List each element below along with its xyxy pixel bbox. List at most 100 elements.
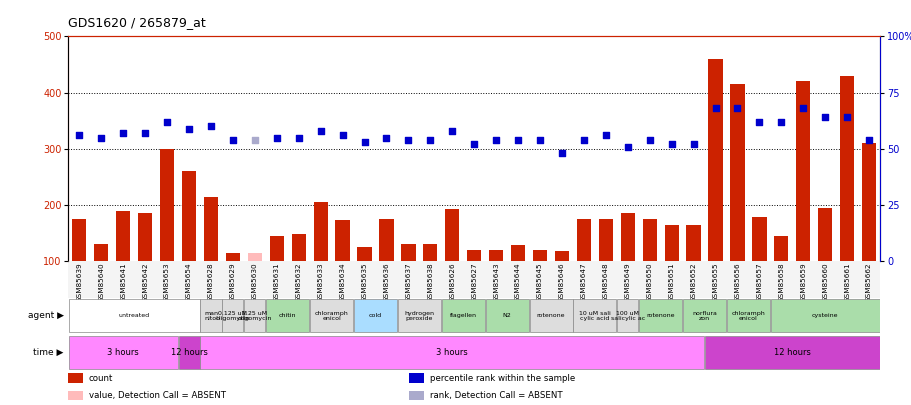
Point — [270, 134, 284, 141]
Point — [839, 114, 854, 121]
Bar — [244, 300, 265, 332]
Bar — [554, 251, 568, 318]
Bar — [532, 250, 547, 318]
Text: GSM85649: GSM85649 — [624, 262, 630, 302]
Bar — [704, 261, 726, 298]
Bar — [375, 261, 397, 298]
Point — [641, 136, 656, 143]
Text: 0.125 uM
oligomycin: 0.125 uM oligomycin — [216, 311, 250, 321]
Bar — [200, 261, 221, 298]
Point — [817, 114, 832, 121]
Bar — [68, 336, 178, 369]
Text: GSM85641: GSM85641 — [120, 262, 126, 302]
Bar — [795, 81, 810, 318]
Text: GSM85657: GSM85657 — [755, 262, 762, 302]
Bar — [770, 300, 879, 332]
Point — [554, 150, 568, 157]
Text: N2: N2 — [502, 313, 511, 318]
Bar — [861, 143, 875, 318]
Text: hydrogen
peroxide: hydrogen peroxide — [404, 311, 434, 321]
Text: GSM85651: GSM85651 — [668, 262, 674, 302]
Point — [598, 132, 612, 139]
Bar — [550, 261, 572, 298]
Point — [752, 119, 766, 125]
Point — [292, 134, 306, 141]
Text: GSM85638: GSM85638 — [427, 262, 433, 302]
Point — [510, 136, 525, 143]
Bar — [857, 261, 879, 298]
Point — [686, 141, 701, 147]
Bar — [441, 300, 485, 332]
Text: cold: cold — [369, 313, 382, 318]
Text: GSM85633: GSM85633 — [317, 262, 323, 302]
Text: GSM85658: GSM85658 — [777, 262, 783, 302]
Point — [619, 143, 634, 150]
Point — [116, 130, 130, 136]
Bar — [266, 300, 309, 332]
Text: GSM85629: GSM85629 — [230, 262, 236, 302]
Bar — [726, 300, 769, 332]
Bar — [248, 253, 261, 318]
Text: GSM85650: GSM85650 — [646, 262, 652, 302]
Text: flagellen: flagellen — [449, 313, 476, 318]
Text: chloramph
enicol: chloramph enicol — [731, 311, 764, 321]
Text: GSM85647: GSM85647 — [580, 262, 587, 302]
Bar — [270, 236, 283, 318]
Point — [94, 134, 108, 141]
Bar — [116, 211, 130, 318]
Text: GSM85660: GSM85660 — [822, 262, 827, 302]
Bar — [353, 300, 396, 332]
Bar — [445, 209, 459, 318]
Bar — [379, 219, 394, 318]
Bar — [204, 196, 218, 318]
Text: GSM85631: GSM85631 — [273, 262, 280, 302]
Bar — [353, 261, 375, 298]
Bar — [486, 300, 528, 332]
Bar — [134, 261, 156, 298]
Text: GSM85640: GSM85640 — [98, 262, 104, 302]
Text: GSM85655: GSM85655 — [711, 262, 718, 302]
Bar — [68, 390, 83, 400]
Text: value, Detection Call = ABSENT: value, Detection Call = ABSENT — [88, 391, 225, 400]
Text: GSM85659: GSM85659 — [800, 262, 805, 302]
Text: GSM85635: GSM85635 — [361, 262, 367, 302]
Point — [138, 130, 152, 136]
Text: 1.25 uM
oligomycin: 1.25 uM oligomycin — [238, 311, 271, 321]
Bar — [726, 261, 748, 298]
Bar — [409, 390, 424, 400]
Bar — [510, 245, 525, 318]
Bar — [573, 300, 616, 332]
Text: rotenone: rotenone — [646, 313, 674, 318]
Text: rotenone: rotenone — [537, 313, 565, 318]
Point — [466, 141, 481, 147]
Bar — [752, 217, 766, 318]
Bar — [94, 244, 108, 318]
Bar — [335, 220, 349, 318]
Text: GSM85661: GSM85661 — [844, 262, 849, 302]
Bar — [200, 300, 221, 332]
Bar — [221, 261, 243, 298]
Text: GSM85648: GSM85648 — [602, 262, 609, 302]
Bar — [181, 171, 196, 318]
Bar — [572, 261, 594, 298]
Bar — [332, 261, 353, 298]
Bar — [814, 261, 835, 298]
Bar — [243, 261, 265, 298]
Bar — [528, 261, 550, 298]
Text: 12 hours: 12 hours — [170, 348, 208, 357]
Bar — [222, 300, 243, 332]
Text: norflura
zon: norflura zon — [691, 311, 716, 321]
Bar — [310, 261, 332, 298]
Bar — [409, 373, 424, 383]
Point — [663, 141, 678, 147]
Bar — [90, 261, 112, 298]
Text: time ▶: time ▶ — [34, 348, 64, 357]
Point — [313, 128, 328, 134]
Bar — [138, 213, 152, 318]
Text: untreated: untreated — [118, 313, 149, 318]
Text: GSM85626: GSM85626 — [449, 262, 455, 302]
Point — [773, 119, 788, 125]
Point — [532, 136, 547, 143]
Bar — [397, 261, 419, 298]
Text: GSM85628: GSM85628 — [208, 262, 214, 302]
